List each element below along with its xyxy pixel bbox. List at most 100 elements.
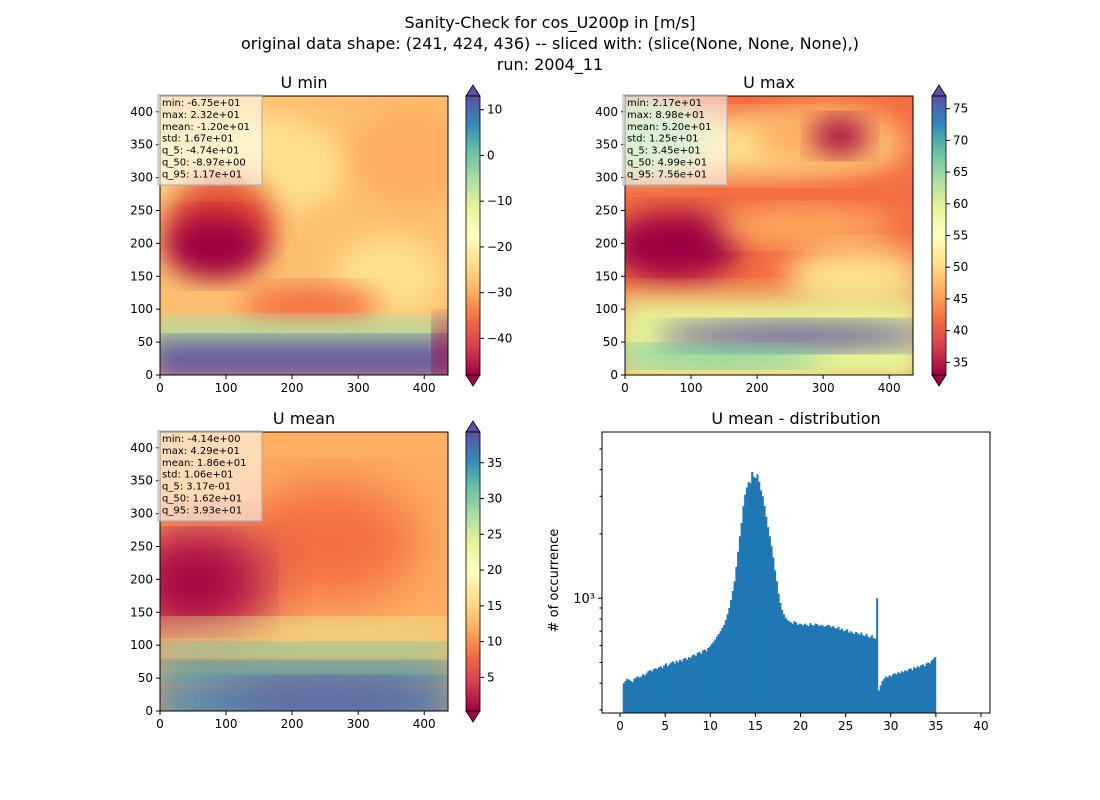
colorbar-tick-label: 10: [487, 635, 502, 649]
histogram-bar: [629, 680, 632, 713]
x-tick-label: 300: [347, 381, 370, 395]
stats-line: min: -4.14e+00: [162, 434, 241, 445]
heatmap-region-8: [160, 341, 448, 375]
histogram-bar: [860, 632, 863, 713]
histogram-bar: [863, 636, 866, 713]
histogram-bar: [745, 487, 748, 713]
histogram-bar: [839, 629, 842, 713]
histogram-bar: [726, 614, 729, 713]
histogram-bar: [673, 663, 676, 713]
x-tick-label: 400: [413, 717, 436, 731]
subplot-title: U mean: [273, 409, 335, 428]
histogram-bar: [777, 593, 780, 713]
histogram-bar: [728, 607, 731, 713]
histogram-bar: [714, 639, 717, 713]
y-tick-label: 150: [130, 605, 153, 619]
histogram-bar: [654, 668, 657, 713]
histogram-bar: [663, 665, 666, 713]
y-tick-label: 50: [603, 335, 618, 349]
x-tick-label: 400: [878, 381, 901, 395]
histogram-bar: [897, 672, 900, 713]
histogram-bar: [759, 490, 763, 713]
y-tick-label: 50: [138, 671, 153, 685]
histogram-bar: [934, 657, 937, 713]
stats-line: std: 1.25e+01: [627, 134, 699, 145]
histogram-bar: [770, 546, 773, 713]
histogram-bar: [712, 641, 715, 713]
histogram-bar: [680, 661, 683, 713]
histogram-bar: [819, 624, 822, 713]
histogram-bar: [705, 651, 708, 713]
histogram-bar: [694, 656, 697, 713]
histogram-bar: [649, 670, 652, 713]
histogram-bar: [631, 682, 634, 713]
y-tick-label: 50: [138, 335, 153, 349]
histogram-bar: [640, 676, 643, 713]
histogram-bar: [805, 624, 808, 713]
histogram-bar: [877, 690, 880, 713]
heatmap-region-10: [625, 346, 825, 366]
axes-frame: [159, 431, 449, 712]
histogram-bar: [657, 667, 661, 713]
histogram-bar: [668, 664, 671, 713]
histogram-bar: [645, 673, 648, 713]
histogram-bar: [891, 674, 895, 713]
histogram-bar: [693, 654, 696, 713]
histogram-bar: [689, 657, 692, 713]
histogram-bar: [812, 625, 815, 713]
histogram-bar: [823, 626, 826, 713]
colorbar-gradient: [932, 96, 946, 375]
colorbar: −40 −30 −20 −10 0 10: [465, 84, 512, 387]
histogram-bar: [749, 483, 752, 713]
histogram-bar: [622, 683, 625, 713]
histogram-bar: [853, 633, 856, 713]
heatmap-region-4: [812, 118, 868, 154]
histogram-bar: [642, 674, 645, 713]
histogram-bar: [784, 617, 787, 713]
colorbar-tick-label: 20: [487, 563, 502, 577]
stats-box-frame: [157, 94, 263, 186]
y-tick-label: 300: [130, 171, 153, 185]
histogram-bar: [744, 494, 747, 713]
histogram-bar: [851, 632, 854, 713]
histogram-bar: [899, 673, 902, 713]
y-tick-label: 250: [130, 539, 153, 553]
histogram-bar: [719, 631, 722, 713]
histogram-bars: [622, 471, 937, 713]
histogram-bar: [883, 678, 886, 713]
colorbar: 35 40 45 50 55 60 65 70 75: [931, 84, 968, 387]
colorbar-gradient: [466, 432, 480, 711]
histogram-bar: [752, 476, 756, 713]
histogram-bar: [647, 671, 650, 713]
y-tick-label: 350: [595, 138, 618, 152]
histogram-bar: [737, 551, 740, 713]
y-tick-label: 250: [595, 203, 618, 217]
histogram-bar: [635, 677, 638, 713]
stats-line: q_95: 1.17e+01: [162, 169, 242, 180]
histogram-bar: [796, 624, 800, 713]
y-tick-label: 350: [130, 138, 153, 152]
heatmap-region-6: [240, 286, 380, 326]
histogram-bar: [686, 659, 689, 713]
x-tick-label: 25: [838, 719, 853, 733]
histogram-bar: [826, 624, 829, 713]
histogram-bar: [735, 566, 738, 713]
histogram-bar: [733, 581, 736, 713]
x-tick-label: 100: [215, 381, 238, 395]
subplot-title: U max: [743, 73, 795, 92]
histogram-bar: [913, 667, 916, 713]
histogram-bar: [677, 662, 680, 713]
histogram-bar: [888, 675, 891, 713]
stats-line: min: 2.17e+01: [627, 98, 702, 109]
y-tick-label: 10³: [573, 592, 595, 607]
histogram-bar: [763, 506, 766, 713]
histogram-bar: [791, 623, 794, 713]
histogram-bar: [909, 668, 912, 713]
histogram-bar: [803, 623, 807, 713]
colorbar-extend-max: [931, 84, 947, 97]
histogram-bar: [742, 506, 745, 713]
histogram-bar: [881, 680, 884, 713]
heatmap-region-7: [785, 246, 913, 306]
x-tick-label: 0: [156, 381, 164, 395]
